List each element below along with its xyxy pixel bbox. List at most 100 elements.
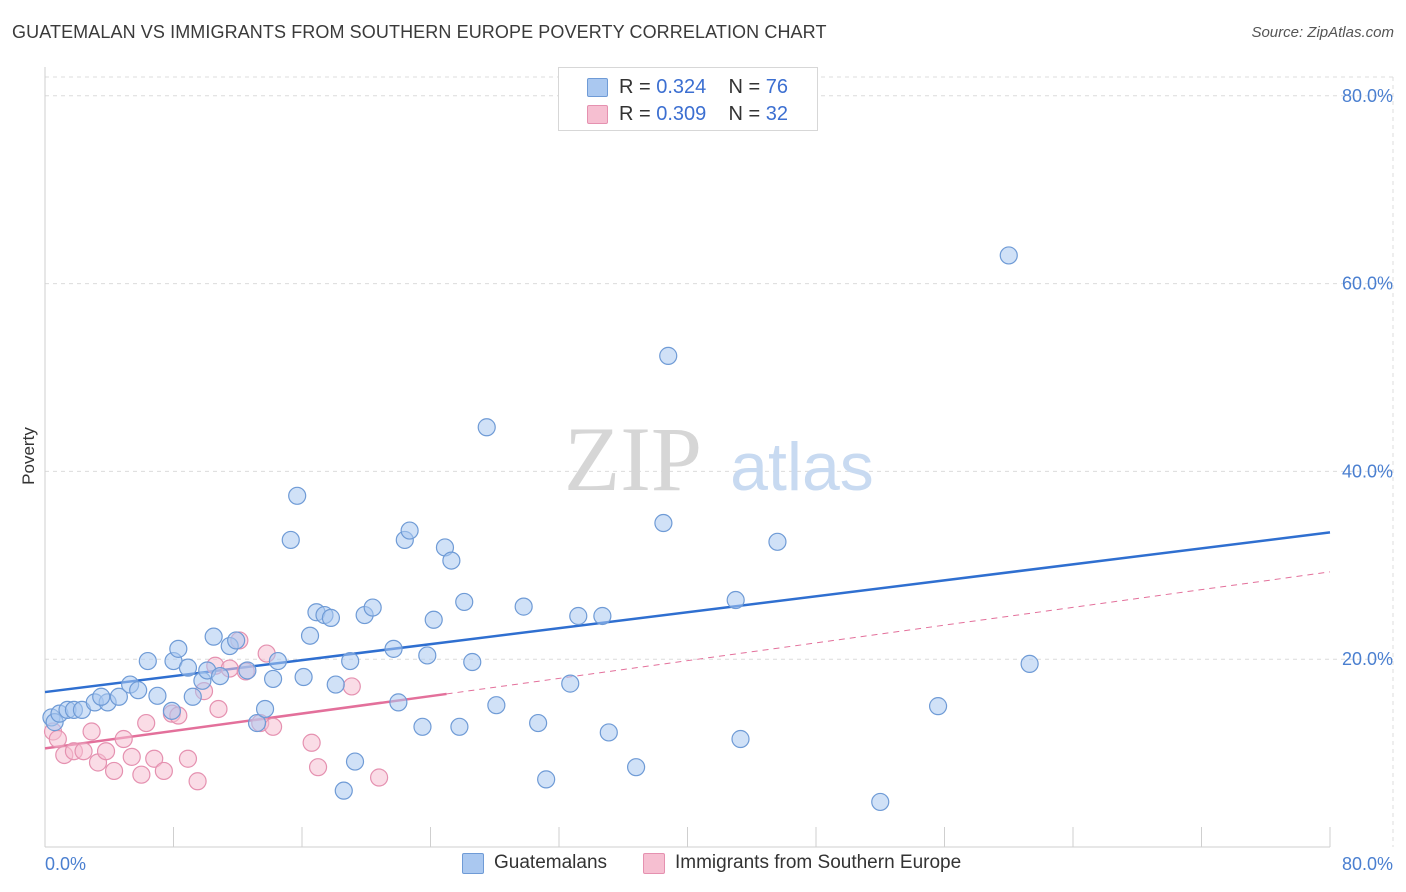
bottom-legend-swatch-blue <box>462 853 484 874</box>
guatemalan-point <box>345 752 365 771</box>
guatemalan-point <box>288 486 307 505</box>
legend-r-label: R = <box>619 76 651 98</box>
guatemalan-point <box>341 651 360 671</box>
trend-lines <box>44 531 1331 750</box>
guatemalan-point <box>514 597 533 616</box>
southern-europe-point <box>302 733 321 752</box>
southern-europe-point <box>82 722 101 741</box>
guatemalan-trend-line <box>44 531 1331 694</box>
southern-europe-point <box>137 713 156 733</box>
guatemalan-point <box>593 606 612 626</box>
guatemalan-point <box>138 651 157 671</box>
guatemalan-point <box>442 551 461 570</box>
guatemalan-point <box>162 701 181 720</box>
guatemalan-point <box>463 652 482 672</box>
guatemalan-point <box>626 758 646 777</box>
y-axis-label: Poverty <box>19 427 38 485</box>
legend-r-value: 0.309 <box>656 103 707 125</box>
guatemalan-point <box>183 687 202 706</box>
watermark-atlas: atlas <box>730 429 874 505</box>
x-tick-label: 80.0% <box>1342 854 1393 874</box>
chart-title: GUATEMALAN VS IMMIGRANTS FROM SOUTHERN E… <box>12 22 827 42</box>
guatemalan-point <box>537 770 556 789</box>
southern-europe-point <box>145 749 164 768</box>
guatemalan-point <box>569 606 588 626</box>
southern-europe-point <box>209 699 228 719</box>
southern-europe-point <box>370 768 389 787</box>
guatemalan-point <box>294 667 313 687</box>
data-points <box>42 246 1039 812</box>
y-tick-label: 20.0% <box>1342 649 1393 669</box>
legend-swatch-pink <box>587 105 608 124</box>
guatemalan-point <box>477 418 496 437</box>
southern-europe-point <box>48 729 67 749</box>
guatemalan-point <box>210 666 230 686</box>
legend-n-value: 32 <box>765 103 789 125</box>
guatemalan-point <box>389 693 408 712</box>
guatemalan-point <box>418 646 437 665</box>
legend-n-value: 76 <box>765 76 789 98</box>
guatemalan-point <box>726 590 745 610</box>
legend-n-label: N = <box>728 103 761 125</box>
guatemalan-point <box>238 661 257 680</box>
guatemalan-point <box>384 639 403 658</box>
legend-swatch-blue <box>587 78 608 97</box>
southern-europe-trend-line <box>44 692 447 750</box>
guatemalan-point <box>363 598 382 617</box>
southern-europe-point <box>154 761 173 781</box>
southern-europe-point <box>132 765 151 784</box>
bottom-legend-label: Immigrants from Southern Europe <box>675 852 962 873</box>
guatemalan-point <box>1020 654 1039 673</box>
legend-r-label: R = <box>619 103 651 125</box>
southern-europe-point <box>104 761 124 781</box>
guatemalan-point <box>659 346 678 365</box>
southern-europe-point <box>188 772 207 791</box>
guatemalan-point <box>247 713 267 733</box>
guatemalan-point <box>281 530 300 550</box>
x-tick-label: 0.0% <box>45 854 86 874</box>
guatemalan-point <box>178 658 198 677</box>
correlation-legend: R = 0.324 N = 76 R = 0.309 N = 32 <box>558 67 818 131</box>
guatemalan-point <box>928 697 948 716</box>
guatemalan-point <box>731 729 750 749</box>
y-tick-label: 80.0% <box>1342 86 1393 106</box>
guatemalan-point <box>455 592 474 612</box>
guatemalan-point <box>92 687 111 706</box>
southern-europe-trend-extension <box>446 571 1331 695</box>
guatemalan-point <box>561 674 580 693</box>
guatemalan-point <box>400 521 419 540</box>
guatemalan-point <box>871 792 890 812</box>
southern-europe-point <box>114 729 133 749</box>
watermark: ZIP atlas <box>564 408 874 510</box>
southern-europe-point <box>178 749 198 768</box>
southern-europe-point <box>263 717 283 736</box>
guatemalan-point <box>204 627 223 646</box>
southern-europe-point <box>74 742 93 761</box>
guatemalan-point <box>321 608 341 627</box>
guatemalan-point <box>169 639 188 658</box>
guatemalan-point <box>148 686 167 705</box>
bottom-legend-swatch-pink <box>643 853 665 874</box>
y-tick-label: 60.0% <box>1342 274 1393 294</box>
guatemalan-point <box>255 699 275 719</box>
southern-europe-point <box>342 677 361 696</box>
southern-europe-point <box>308 758 328 777</box>
guatemalan-point <box>450 717 469 736</box>
bottom-legend-label: Guatemalans <box>494 852 608 873</box>
guatemalan-point <box>487 696 506 715</box>
guatemalan-point <box>109 687 128 706</box>
guatemalan-point <box>129 681 148 700</box>
legend-r-value: 0.324 <box>656 76 707 98</box>
guatemalan-point <box>999 246 1018 265</box>
southern-europe-point <box>122 747 141 766</box>
tick-labels: 20.0% 40.0% 60.0% 80.0% 0.0% 80.0% <box>45 86 1393 874</box>
guatemalan-point <box>227 631 246 650</box>
guatemalan-point <box>654 513 673 533</box>
guatemalan-point <box>529 713 548 733</box>
guatemalan-point <box>326 675 345 694</box>
guatemalan-point <box>599 723 618 742</box>
legend-n-label: N = <box>728 76 761 98</box>
guatemalan-point <box>263 669 283 689</box>
y-tick-label: 40.0% <box>1342 461 1393 481</box>
watermark-zip: ZIP <box>564 408 702 510</box>
